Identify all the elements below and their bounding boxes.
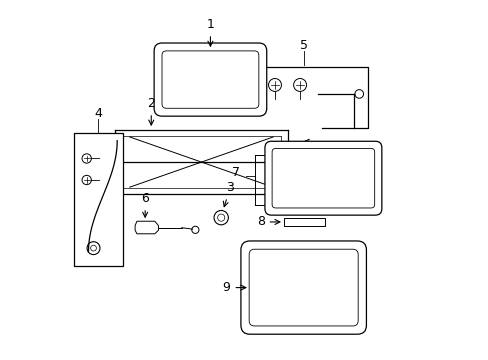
Text: 9: 9 bbox=[222, 281, 245, 294]
Text: 1: 1 bbox=[206, 18, 214, 46]
Text: 4: 4 bbox=[94, 107, 102, 120]
FancyBboxPatch shape bbox=[241, 241, 366, 334]
Text: 7: 7 bbox=[231, 166, 239, 179]
Text: 8: 8 bbox=[256, 215, 279, 229]
Text: 6: 6 bbox=[141, 192, 149, 217]
FancyBboxPatch shape bbox=[264, 141, 381, 215]
Text: 5: 5 bbox=[299, 39, 307, 52]
FancyBboxPatch shape bbox=[154, 43, 266, 116]
Bar bbox=[284, 218, 325, 226]
Text: 2: 2 bbox=[147, 97, 155, 125]
Circle shape bbox=[214, 211, 228, 225]
Polygon shape bbox=[135, 221, 158, 234]
Bar bbox=[74, 134, 122, 266]
Text: 3: 3 bbox=[223, 181, 234, 207]
